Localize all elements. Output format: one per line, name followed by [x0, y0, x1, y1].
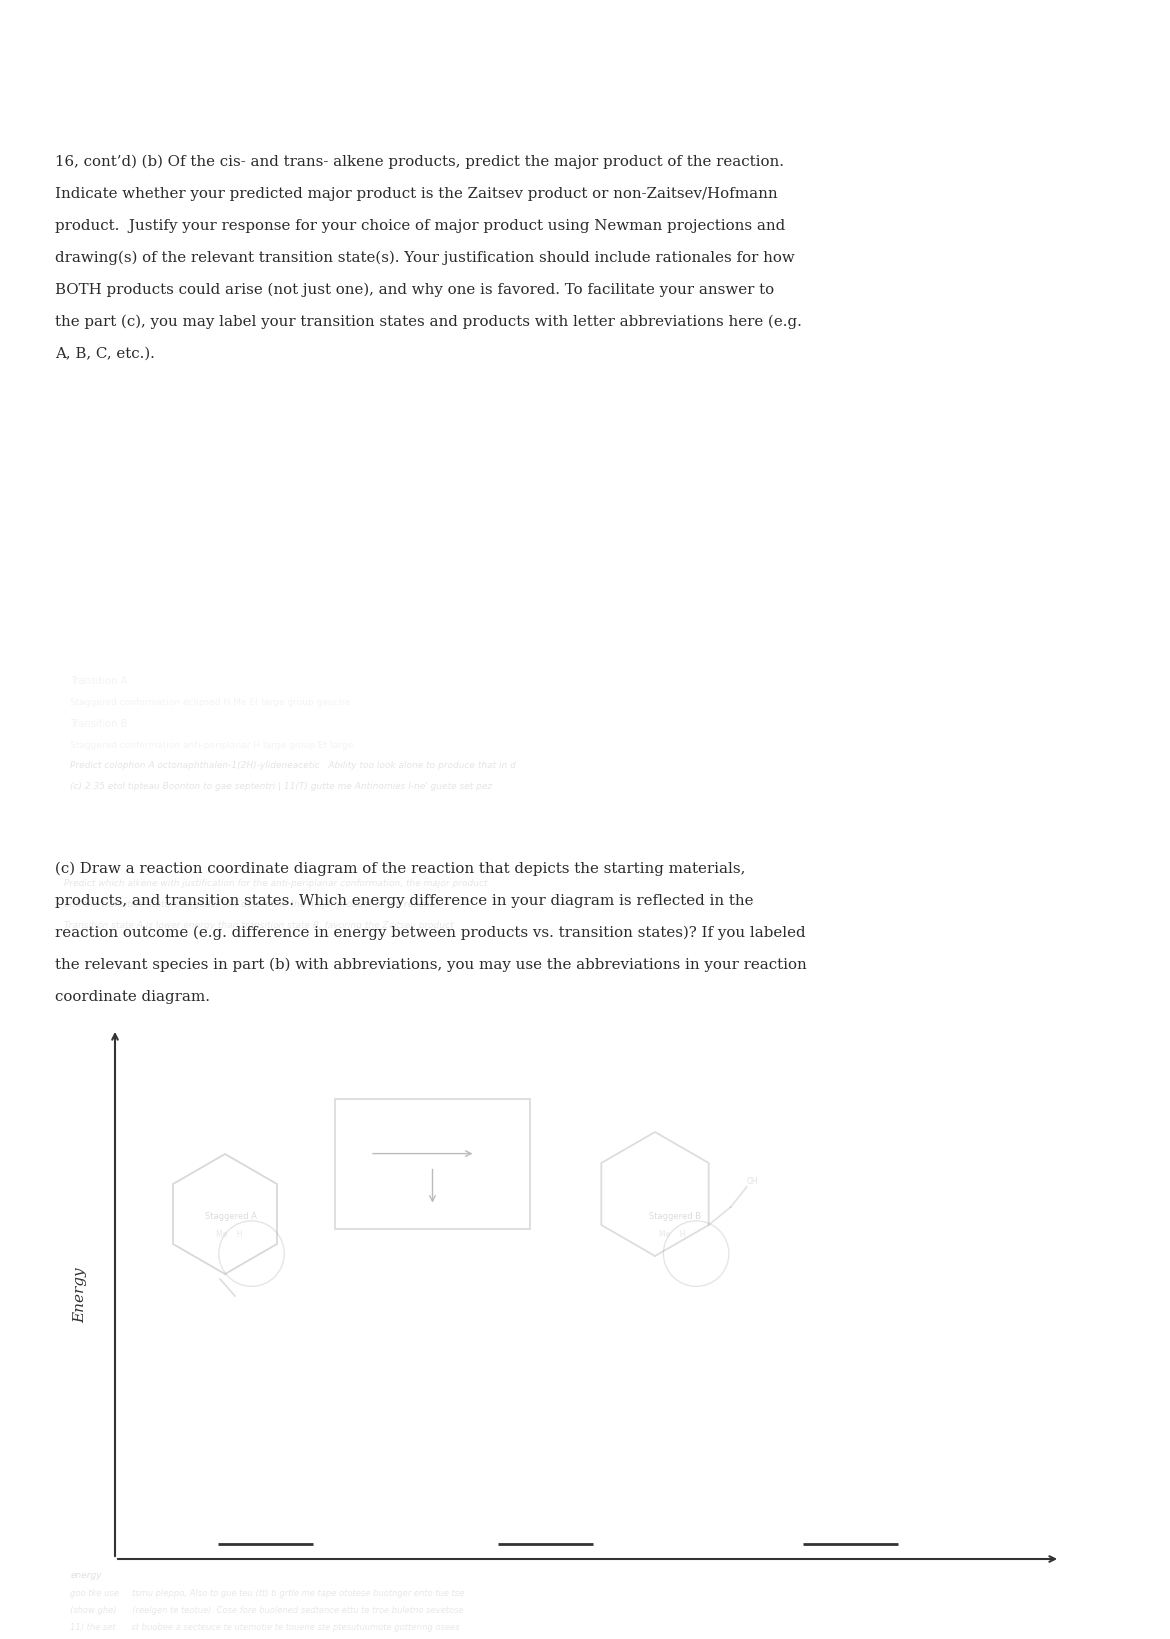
Text: (show ghe)      (reelgen te teotue). Cose fore buolened sedtence ettu te troe bu: (show ghe) (reelgen te teotue). Cose for…: [70, 1605, 463, 1614]
Text: Predict colophon A octonaphthalen-1(2H)-ylideneacetic   Ability too look alone t: Predict colophon A octonaphthalen-1(2H)-…: [70, 760, 516, 769]
Text: reaction outcome (e.g. difference in energy between products vs. transition stat: reaction outcome (e.g. difference in ene…: [55, 926, 806, 939]
Text: Energy: Energy: [73, 1267, 87, 1323]
Bar: [335, 1100, 530, 1229]
Text: A, B, C, etc.).: A, B, C, etc.).: [55, 347, 154, 361]
Text: the part (c), you may label your transition states and products with letter abbr: the part (c), you may label your transit…: [55, 315, 801, 329]
Text: Staggered conformation anti-periplanar H large group Et large: Staggered conformation anti-periplanar H…: [70, 741, 353, 749]
Text: Staggered conformation eclipsed H Me Et large group gauche: Staggered conformation eclipsed H Me Et …: [70, 698, 350, 706]
Text: (c) Draw a reaction coordinate diagram of the reaction that depicts the starting: (c) Draw a reaction coordinate diagram o…: [55, 862, 745, 875]
Text: BOTH products could arise (not just one), and why one is favored. To facilitate : BOTH products could arise (not just one)…: [55, 284, 775, 297]
Text: Predict which alkene with justification for the anti-periplanar conformation, th: Predict which alkene with justification …: [64, 879, 488, 887]
Text: OH: OH: [746, 1177, 758, 1185]
Text: 11) the set      st buobee a secteuce te utemotie te touene ste ptesutuumote got: 11) the set st buobee a secteuce te utem…: [70, 1623, 460, 1631]
Text: Staggered B: Staggered B: [649, 1211, 702, 1219]
Text: Staggered A: Staggered A: [205, 1211, 256, 1219]
Text: Me    H: Me H: [659, 1229, 686, 1237]
Text: Me    H: Me H: [216, 1229, 243, 1237]
Text: product.  Justify your response for your choice of major product using Newman pr: product. Justify your response for your …: [55, 220, 785, 233]
Text: the relevant species in part (b) with abbreviations, you may use the abbreviatio: the relevant species in part (b) with ab…: [55, 957, 807, 972]
Text: 16, cont’d) (b) Of the cis- and trans- alkene products, predict the major produc: 16, cont’d) (b) Of the cis- and trans- a…: [55, 156, 784, 169]
Text: products, and transition states. Which energy difference in your diagram is refl: products, and transition states. Which e…: [55, 893, 753, 908]
Text: and the transition state energetics will determine the major product of the reac: and the transition state energetics will…: [64, 900, 441, 908]
Text: Transition A: Transition A: [70, 675, 128, 685]
Text: goo tke use     tsmu pleppo, Also to gue teu (tt) ti grtle me tape ototese buotn: goo tke use tsmu pleppo, Also to gue teu…: [70, 1588, 464, 1596]
Text: energy: energy: [70, 1570, 102, 1578]
Text: drawing(s) of the relevant transition state(s). Your justification should includ: drawing(s) of the relevant transition st…: [55, 251, 794, 266]
Text: Indicate whether your predicted major product is the Zaitsev product or non-Zait: Indicate whether your predicted major pr…: [55, 187, 778, 202]
Text: Transition state A is lower energy than transition state B, favoring the Zaitsev: Transition state A is lower energy than …: [64, 921, 454, 929]
Text: Transition B: Transition B: [70, 718, 128, 728]
Text: (c) 2.35 etol tipteau Boonton to gae septentri | 11(T) gutte me Antinomies l-ne': (c) 2.35 etol tipteau Boonton to gae sep…: [70, 782, 493, 790]
Text: coordinate diagram.: coordinate diagram.: [55, 990, 209, 1003]
